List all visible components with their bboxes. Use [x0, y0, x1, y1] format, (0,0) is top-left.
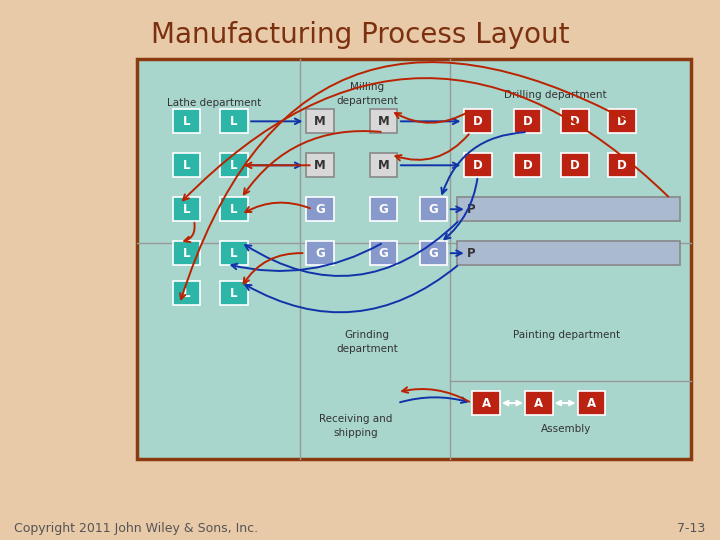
FancyBboxPatch shape [220, 197, 248, 221]
Text: A: A [534, 396, 544, 409]
Text: department: department [336, 96, 397, 106]
Text: L: L [183, 247, 191, 260]
Text: shipping: shipping [333, 428, 378, 438]
FancyBboxPatch shape [514, 153, 541, 177]
Text: Grinding: Grinding [344, 330, 390, 340]
FancyBboxPatch shape [306, 110, 333, 133]
FancyBboxPatch shape [420, 241, 447, 265]
Text: A: A [587, 396, 596, 409]
Text: A: A [482, 396, 490, 409]
FancyBboxPatch shape [561, 153, 588, 177]
Text: M: M [314, 115, 325, 128]
Text: 7-13: 7-13 [678, 522, 706, 535]
FancyBboxPatch shape [464, 110, 492, 133]
Text: M: M [377, 159, 390, 172]
Text: D: D [473, 159, 482, 172]
FancyBboxPatch shape [220, 153, 248, 177]
Text: Manufacturing Process Layout: Manufacturing Process Layout [150, 21, 570, 49]
Text: M: M [377, 115, 390, 128]
FancyBboxPatch shape [525, 391, 552, 415]
Text: Copyright 2011 John Wiley & Sons, Inc.: Copyright 2011 John Wiley & Sons, Inc. [14, 522, 258, 535]
Text: Receiving and: Receiving and [319, 414, 392, 424]
Text: department: department [336, 344, 397, 354]
FancyBboxPatch shape [457, 241, 680, 265]
FancyBboxPatch shape [220, 281, 248, 305]
Text: L: L [230, 115, 238, 128]
FancyBboxPatch shape [608, 153, 636, 177]
FancyBboxPatch shape [370, 153, 397, 177]
FancyBboxPatch shape [220, 241, 248, 265]
FancyBboxPatch shape [370, 241, 397, 265]
Text: D: D [523, 159, 533, 172]
Text: Drilling department: Drilling department [504, 90, 607, 100]
FancyBboxPatch shape [370, 110, 397, 133]
FancyBboxPatch shape [472, 391, 500, 415]
Text: L: L [183, 159, 191, 172]
Text: G: G [428, 202, 438, 216]
FancyBboxPatch shape [137, 59, 691, 459]
FancyBboxPatch shape [173, 197, 200, 221]
FancyBboxPatch shape [514, 110, 541, 133]
Text: L: L [183, 115, 191, 128]
Text: L: L [183, 202, 191, 216]
Text: G: G [428, 247, 438, 260]
FancyBboxPatch shape [608, 110, 636, 133]
Text: L: L [183, 287, 191, 300]
Text: G: G [315, 202, 325, 216]
FancyBboxPatch shape [457, 197, 680, 221]
Text: P: P [467, 202, 475, 216]
Text: D: D [617, 159, 627, 172]
Text: L: L [230, 287, 238, 300]
Text: L: L [230, 247, 238, 260]
FancyBboxPatch shape [370, 197, 397, 221]
FancyBboxPatch shape [173, 281, 200, 305]
Text: L: L [230, 202, 238, 216]
Text: G: G [379, 202, 388, 216]
Text: D: D [570, 115, 580, 128]
Text: Milling: Milling [350, 83, 384, 92]
FancyBboxPatch shape [306, 197, 333, 221]
FancyBboxPatch shape [173, 241, 200, 265]
Text: Painting department: Painting department [513, 330, 620, 340]
Text: D: D [523, 115, 533, 128]
FancyBboxPatch shape [420, 197, 447, 221]
FancyBboxPatch shape [464, 153, 492, 177]
FancyBboxPatch shape [561, 110, 588, 133]
Text: D: D [570, 159, 580, 172]
Text: Lathe department: Lathe department [167, 98, 261, 109]
FancyBboxPatch shape [306, 153, 333, 177]
Text: D: D [617, 115, 627, 128]
Text: G: G [379, 247, 388, 260]
FancyBboxPatch shape [220, 110, 248, 133]
Text: L: L [230, 159, 238, 172]
Text: G: G [315, 247, 325, 260]
FancyBboxPatch shape [173, 153, 200, 177]
Text: P: P [467, 247, 475, 260]
FancyBboxPatch shape [306, 241, 333, 265]
Text: D: D [473, 115, 482, 128]
FancyBboxPatch shape [173, 110, 200, 133]
Text: Assembly: Assembly [541, 424, 592, 434]
FancyBboxPatch shape [577, 391, 606, 415]
Text: M: M [314, 159, 325, 172]
